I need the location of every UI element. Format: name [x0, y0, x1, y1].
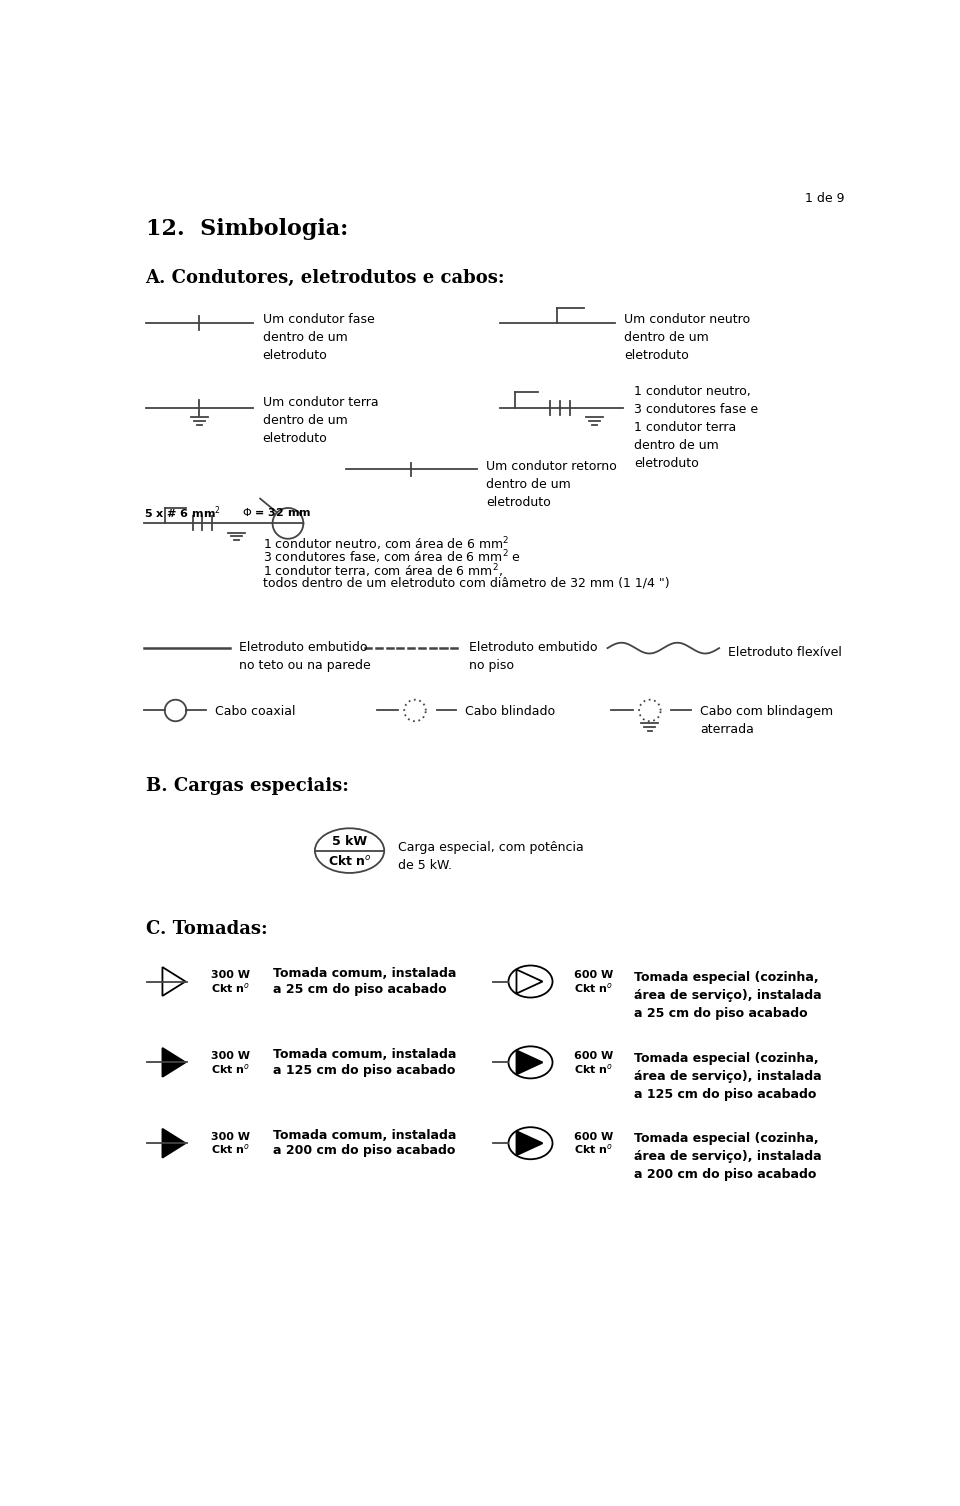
- Polygon shape: [162, 1048, 185, 1077]
- Text: Cabo blindado: Cabo blindado: [465, 705, 555, 718]
- Text: B. Cargas especiais:: B. Cargas especiais:: [146, 777, 348, 795]
- Text: Ckt n$^o$: Ckt n$^o$: [211, 1143, 251, 1157]
- Text: Eletroduto embutido
no piso: Eletroduto embutido no piso: [468, 642, 597, 672]
- Text: Cabo com blindagem
aterrada: Cabo com blindagem aterrada: [700, 705, 833, 736]
- Text: 1 condutor terra, com área de 6 mm$^2$,: 1 condutor terra, com área de 6 mm$^2$,: [262, 563, 502, 580]
- Text: todos dentro de um eletroduto com diâmetro de 32 mm (1 1/4 "): todos dentro de um eletroduto com diâmet…: [262, 577, 669, 589]
- Text: 5 kW: 5 kW: [332, 834, 367, 848]
- Text: 1 condutor neutro,
3 condutores fase e
1 condutor terra
dentro de um
eletroduto: 1 condutor neutro, 3 condutores fase e 1…: [635, 384, 758, 470]
- Text: C. Tomadas:: C. Tomadas:: [146, 920, 267, 938]
- Text: Ckt n$^o$: Ckt n$^o$: [574, 1062, 613, 1075]
- Polygon shape: [516, 1050, 542, 1074]
- Text: Tomada comum, instalada: Tomada comum, instalada: [273, 1130, 456, 1142]
- Text: Tomada comum, instalada: Tomada comum, instalada: [273, 967, 456, 980]
- Text: Um condutor fase
dentro de um
eletroduto: Um condutor fase dentro de um eletroduto: [262, 313, 374, 361]
- Text: $\Phi$ = 32 mm: $\Phi$ = 32 mm: [242, 506, 311, 518]
- Text: Ckt n$^o$: Ckt n$^o$: [574, 980, 613, 994]
- Polygon shape: [162, 1130, 185, 1158]
- Text: 300 W: 300 W: [211, 970, 250, 980]
- Text: Eletroduto embutido
no teto ou na parede: Eletroduto embutido no teto ou na parede: [239, 642, 372, 672]
- Text: 600 W: 600 W: [574, 1133, 613, 1142]
- Text: Tomada especial (cozinha,
área de serviço), instalada
a 125 cm do piso acabado: Tomada especial (cozinha, área de serviç…: [635, 1051, 822, 1101]
- Text: Um condutor retorno
dentro de um
eletroduto: Um condutor retorno dentro de um eletrod…: [486, 461, 616, 509]
- Text: 300 W: 300 W: [211, 1051, 250, 1062]
- Text: a 200 cm do piso acabado: a 200 cm do piso acabado: [273, 1145, 455, 1158]
- Text: A. Condutores, eletrodutos e cabos:: A. Condutores, eletrodutos e cabos:: [146, 270, 505, 288]
- Text: 12.  Simbologia:: 12. Simbologia:: [146, 218, 348, 239]
- Text: 600 W: 600 W: [574, 970, 613, 980]
- Polygon shape: [516, 1131, 542, 1155]
- Text: a 25 cm do piso acabado: a 25 cm do piso acabado: [273, 983, 446, 995]
- Text: Tomada especial (cozinha,
área de serviço), instalada
a 25 cm do piso acabado: Tomada especial (cozinha, área de serviç…: [635, 971, 822, 1020]
- Text: Eletroduto flexível: Eletroduto flexível: [729, 646, 842, 658]
- Text: Ckt n$^o$: Ckt n$^o$: [211, 980, 251, 994]
- Text: Um condutor neutro
dentro de um
eletroduto: Um condutor neutro dentro de um eletrodu…: [624, 313, 751, 361]
- Text: Carga especial, com potência
de 5 kW.: Carga especial, com potência de 5 kW.: [398, 842, 584, 872]
- Text: a 125 cm do piso acabado: a 125 cm do piso acabado: [273, 1063, 455, 1077]
- Text: Cabo coaxial: Cabo coaxial: [215, 705, 296, 718]
- Text: 5 x # 6 mm$^2$: 5 x # 6 mm$^2$: [144, 505, 221, 521]
- Text: Ckt n$^o$: Ckt n$^o$: [211, 1062, 251, 1075]
- Text: Tomada comum, instalada: Tomada comum, instalada: [273, 1048, 456, 1062]
- Polygon shape: [516, 970, 542, 994]
- Text: Ckt n$^o$: Ckt n$^o$: [327, 854, 372, 869]
- Text: 1 de 9: 1 de 9: [805, 193, 845, 205]
- Text: 1 condutor neutro, com área de 6 mm$^2$: 1 condutor neutro, com área de 6 mm$^2$: [262, 535, 509, 553]
- Text: 300 W: 300 W: [211, 1133, 250, 1142]
- Polygon shape: [162, 967, 185, 995]
- Text: 3 condutores fase, com área de 6 mm$^2$ e: 3 condutores fase, com área de 6 mm$^2$ …: [262, 548, 520, 566]
- Text: Um condutor terra
dentro de um
eletroduto: Um condutor terra dentro de um eletrodut…: [262, 396, 378, 446]
- Text: 600 W: 600 W: [574, 1051, 613, 1062]
- Text: Ckt n$^o$: Ckt n$^o$: [574, 1143, 613, 1157]
- Text: Tomada especial (cozinha,
área de serviço), instalada
a 200 cm do piso acabado: Tomada especial (cozinha, área de serviç…: [635, 1133, 822, 1181]
